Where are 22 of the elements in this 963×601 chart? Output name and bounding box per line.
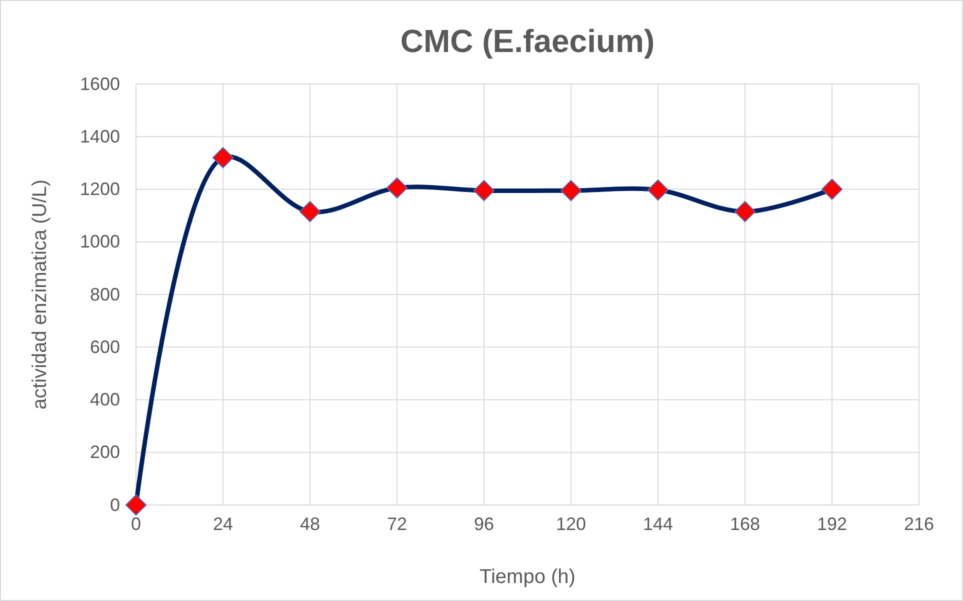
x-tick-label: 144 [642, 514, 674, 534]
x-tick-label: 72 [386, 514, 408, 534]
y-tick-label: 0 [110, 494, 120, 515]
x-axis-title: Tiempo (h) [480, 566, 576, 588]
chart-title: CMC (E.faecium) [400, 23, 655, 59]
x-tick-label: 192 [816, 514, 848, 534]
x-tick-label: 48 [300, 514, 320, 534]
y-tick-label: 400 [90, 390, 120, 410]
y-axis-title: actividad enzimatica (U/L) [29, 179, 51, 410]
x-tick-label: 0 [130, 514, 142, 534]
y-tick-label: 1600 [80, 74, 120, 94]
x-tick-label: 96 [474, 514, 494, 534]
y-tick-label: 600 [90, 336, 120, 357]
y-tick-label: 200 [90, 442, 120, 462]
y-tick-label: 800 [90, 284, 120, 304]
x-tick-label: 216 [904, 514, 934, 534]
y-tick-label: 1200 [80, 179, 120, 200]
y-tick-label: 1000 [80, 232, 120, 252]
x-tick-label: 168 [730, 514, 760, 534]
y-tick-label: 1400 [80, 126, 120, 146]
x-tick-label: 120 [556, 514, 586, 534]
x-tick-label: 24 [212, 514, 234, 534]
